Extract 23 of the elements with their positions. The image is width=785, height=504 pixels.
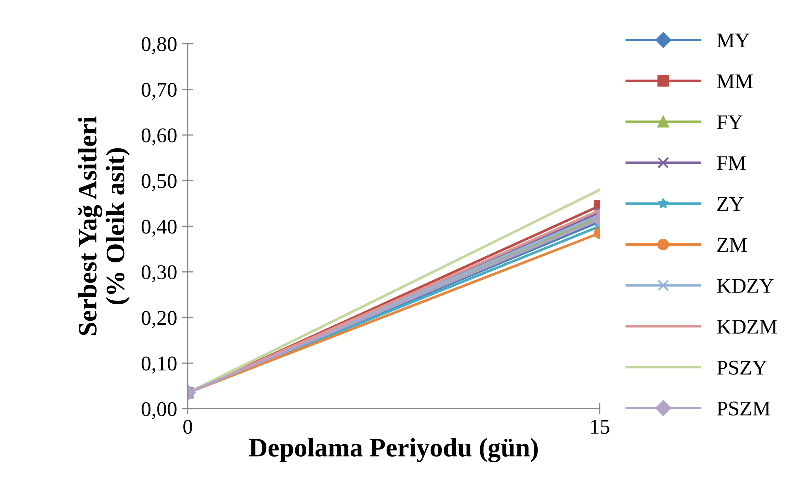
legend-label: MM <box>717 74 754 88</box>
y-tick-label: 0,00 <box>142 402 177 420</box>
y-tick-label: 0,70 <box>142 83 177 100</box>
legend-label: MY <box>717 34 750 48</box>
x-tick-label: 0 <box>184 420 192 434</box>
legend-label: PSZY <box>717 360 767 375</box>
legend-label: KDZY <box>717 279 774 293</box>
y-axis-title: Serbest Yağ Asitleri (% Oleik asit) <box>78 116 130 336</box>
y-tick-label: 0,20 <box>142 311 177 328</box>
legend-label: FY <box>717 116 743 130</box>
y-tick-label: 0,50 <box>142 174 177 192</box>
legend-label: ZY <box>718 197 744 212</box>
x-tick-label: 15 <box>591 420 610 434</box>
legend-label: FM <box>717 156 746 170</box>
x-axis-title: Depolama Periyodu (gün) <box>249 438 538 462</box>
y-tick-label: 0,10 <box>142 356 177 374</box>
y-tick-label: 0,40 <box>142 220 177 237</box>
legend-label: ZM <box>718 238 748 252</box>
y-tick-label: 0,80 <box>142 37 177 54</box>
legend-label: PSZM <box>717 402 770 416</box>
y-tick-label: 0,60 <box>142 128 177 146</box>
y-tick-label: 0,30 <box>142 266 177 283</box>
legend-label: KDZM <box>717 320 778 334</box>
